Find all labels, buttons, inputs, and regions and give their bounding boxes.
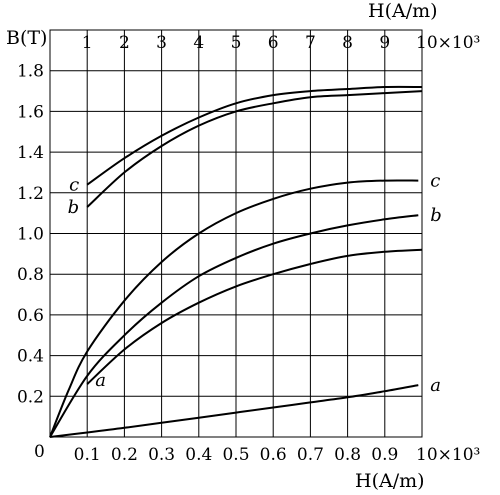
y-tick-label: 1.4 — [17, 143, 44, 163]
curve-a-bottom — [49, 384, 419, 438]
series-label-c-bottom: c — [430, 171, 440, 192]
y-tick-label: 0.8 — [17, 265, 44, 285]
chart-curves — [49, 85, 423, 438]
y-tick-label: 1.6 — [17, 102, 44, 122]
series-label-c-top: c — [69, 175, 79, 196]
x-bottom-tick-label: 0.4 — [185, 445, 212, 465]
series-label-b-bottom: b — [430, 205, 442, 226]
y-tick-label: 0.2 — [17, 387, 44, 407]
x-top-axis-label: H(A/m) — [368, 0, 438, 22]
origin-label: 0 — [34, 442, 45, 462]
x-top-tick-label: 3 — [156, 33, 167, 53]
x-top-tick-label: 9 — [379, 33, 390, 53]
x-bottom-tick-label: 0.6 — [260, 445, 287, 465]
curve-a-top — [86, 248, 423, 385]
x-top-tick-label: 7 — [305, 33, 316, 53]
curve-c-top — [86, 85, 423, 186]
x-bottom-tick-label: 0.5 — [222, 445, 249, 465]
y-tick-label: 1.8 — [17, 62, 44, 82]
chart-labels: B(T) H(A/m) H(A/m) 10×10³ 10×10³ 0 0.2 0.… — [6, 0, 480, 492]
y-tick-label: 1.2 — [17, 184, 44, 204]
curve-b-bottom — [49, 214, 419, 438]
x-bottom-tick-label: 0.7 — [297, 445, 324, 465]
x-top-tick-label: 4 — [193, 33, 204, 53]
y-axis-label: B(T) — [6, 27, 47, 49]
x-bottom-tick-label: 0.1 — [74, 445, 101, 465]
x-bottom-tick-label: 0.9 — [371, 445, 398, 465]
series-label-a-bottom: a — [430, 375, 441, 396]
x-top-exponent-label: 10×10³ — [416, 33, 480, 53]
series-label-b-top: b — [68, 197, 80, 218]
y-tick-label: 0.4 — [17, 347, 44, 367]
x-bottom-exponent-label: 10×10³ — [416, 445, 480, 465]
x-top-tick-label: 6 — [268, 33, 279, 53]
y-tick-label: 0.6 — [17, 306, 44, 326]
x-top-tick-label: 8 — [342, 33, 353, 53]
x-bottom-axis-label: H(A/m) — [355, 470, 425, 492]
x-top-tick-label: 5 — [231, 33, 242, 53]
x-bottom-tick-label: 0.2 — [111, 445, 138, 465]
curve-b-top — [86, 90, 423, 208]
y-tick-label: 1.0 — [17, 225, 44, 245]
x-bottom-tick-label: 0.8 — [334, 445, 361, 465]
series-label-a-top: a — [95, 370, 106, 391]
x-top-tick-label: 1 — [82, 33, 93, 53]
curve-c-bottom — [49, 179, 419, 438]
x-bottom-tick-label: 0.3 — [148, 445, 175, 465]
x-top-tick-label: 2 — [119, 33, 130, 53]
